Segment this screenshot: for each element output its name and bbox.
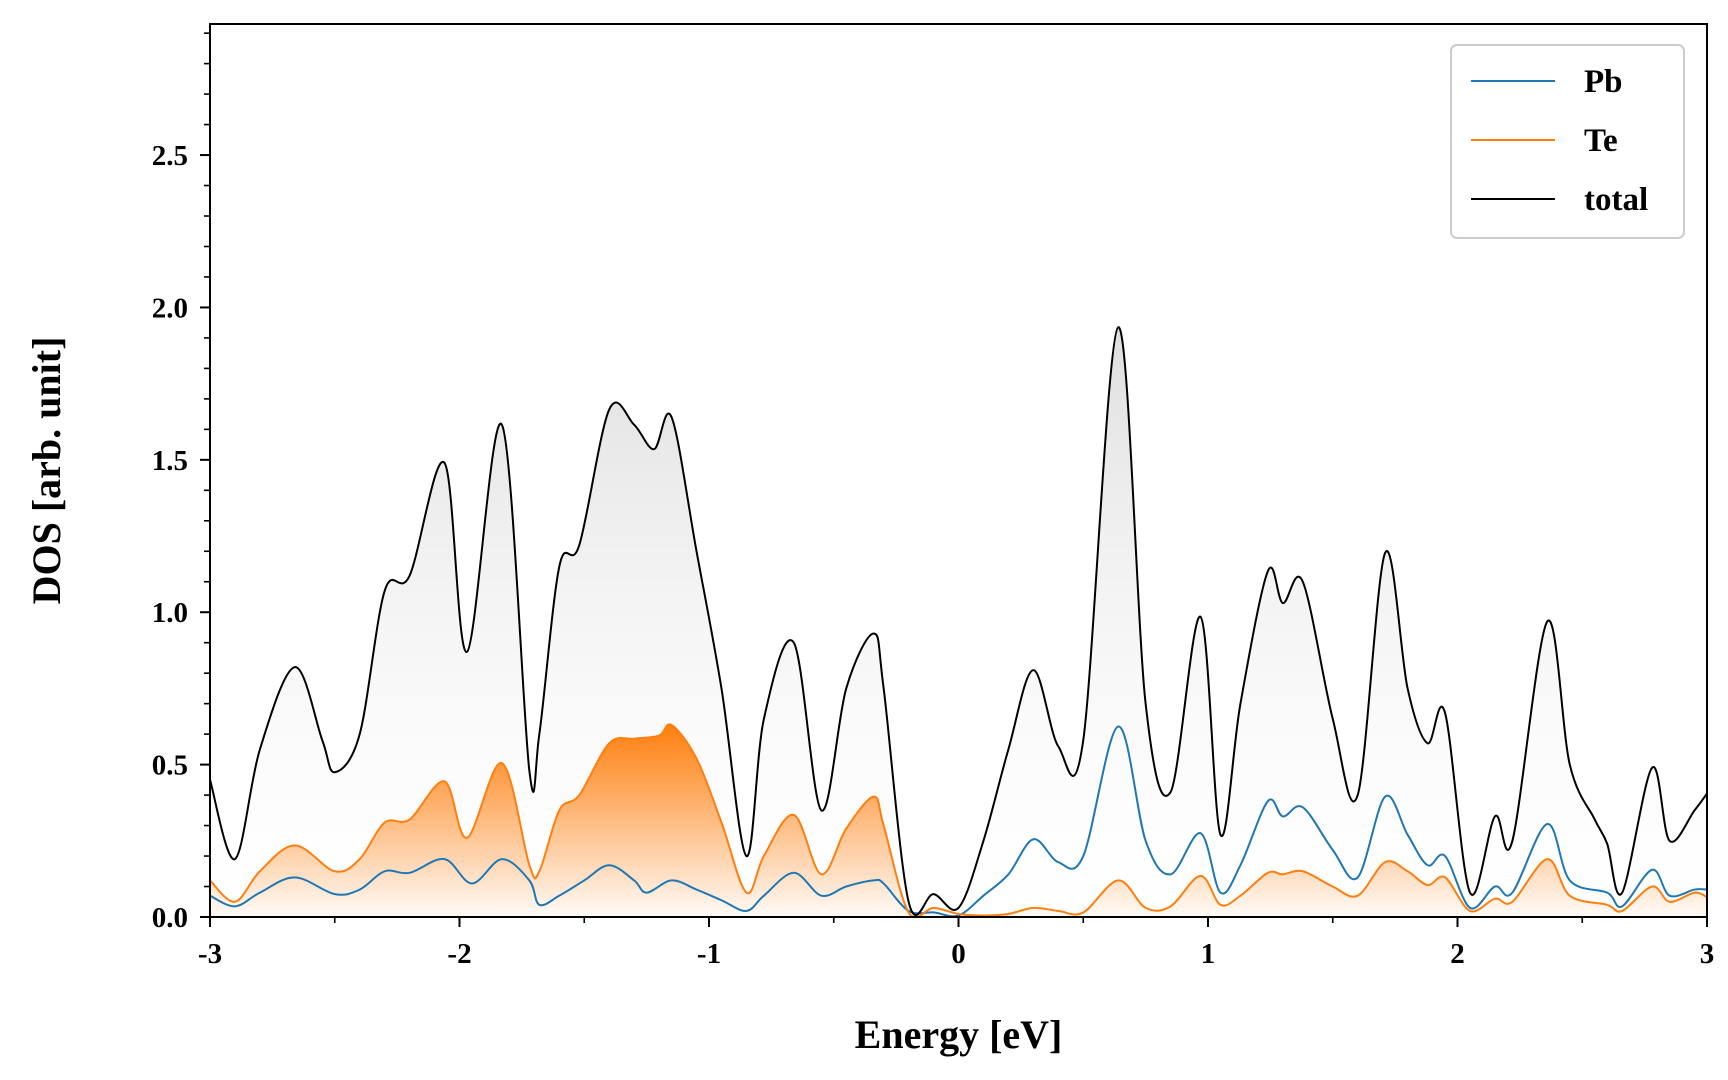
x-tick-label: 0 <box>951 938 966 970</box>
axis-ticks <box>200 32 1708 927</box>
y-tick-label: 1.0 <box>152 597 188 629</box>
y-axis-title: DOS [arb. unit] <box>24 337 69 605</box>
axis-tick-labels: -3 -2 -1 0 1 2 3 0.0 0.5 1.0 1.5 2.0 2.5 <box>152 140 1715 970</box>
x-tick-label: -2 <box>447 938 471 970</box>
y-tick-label: 0.5 <box>152 750 188 782</box>
legend-box <box>1450 44 1685 239</box>
series-line-pb <box>210 725 1707 917</box>
x-tick-label: -1 <box>697 938 721 970</box>
series-line-te <box>210 723 1707 917</box>
legend-label-te: Te <box>1584 123 1618 159</box>
x-axis-title: Energy [eV] <box>855 1012 1063 1057</box>
series-fill-te <box>210 724 1707 917</box>
legend-label-pb: Pb <box>1584 64 1623 100</box>
y-tick-label: 2.5 <box>152 140 188 172</box>
series-fill-total <box>210 327 1707 917</box>
y-tick-label: 1.5 <box>152 445 188 477</box>
x-tick-label: 3 <box>1700 938 1715 970</box>
series-line-total <box>210 326 1707 917</box>
series-lines <box>210 326 1707 917</box>
x-tick-label: 1 <box>1201 938 1216 970</box>
y-tick-label: 0.0 <box>152 902 188 934</box>
series-fills <box>210 327 1707 917</box>
y-tick-label: 2.0 <box>152 292 188 324</box>
legend-label-total: total <box>1584 182 1648 218</box>
legend: Pb Te total <box>1450 44 1685 239</box>
x-tick-label: 2 <box>1450 938 1465 970</box>
x-tick-label: -3 <box>198 938 222 970</box>
